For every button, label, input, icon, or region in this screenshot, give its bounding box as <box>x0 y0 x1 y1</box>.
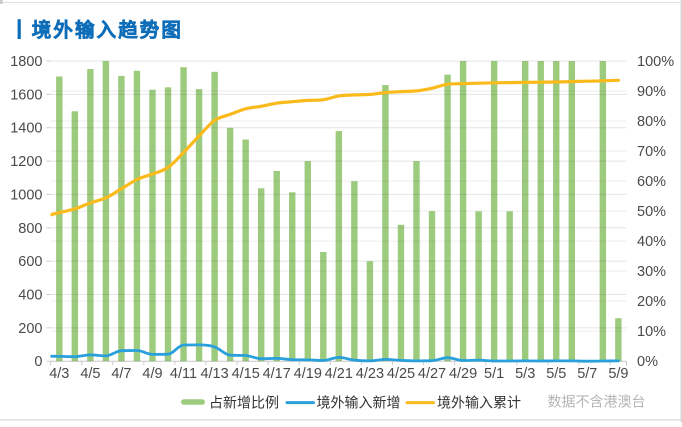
svg-text:4/5: 4/5 <box>80 366 100 382</box>
svg-text:占新增比例: 占新增比例 <box>209 395 279 411</box>
svg-text:0: 0 <box>34 354 42 370</box>
svg-text:100%: 100% <box>637 54 674 70</box>
svg-text:20%: 20% <box>637 294 666 310</box>
svg-text:5/1: 5/1 <box>484 366 504 382</box>
svg-text:4/29: 4/29 <box>449 366 477 382</box>
svg-text:4/13: 4/13 <box>200 366 228 382</box>
svg-text:境外输入新增: 境外输入新增 <box>317 395 401 411</box>
svg-text:1200: 1200 <box>10 154 42 170</box>
svg-text:5/3: 5/3 <box>515 366 535 382</box>
svg-text:境外输入趋势图: 境外输入趋势图 <box>32 19 183 42</box>
svg-text:10%: 10% <box>637 324 666 340</box>
svg-text:4/3: 4/3 <box>49 366 69 382</box>
svg-text:5/9: 5/9 <box>608 366 628 382</box>
svg-text:50%: 50% <box>637 204 666 220</box>
svg-text:4/27: 4/27 <box>418 366 446 382</box>
svg-text:4/9: 4/9 <box>142 366 162 382</box>
svg-text:600: 600 <box>18 254 42 270</box>
svg-text:4/23: 4/23 <box>356 366 384 382</box>
svg-text:4/25: 4/25 <box>387 366 415 382</box>
svg-text:200: 200 <box>18 321 42 337</box>
svg-text:800: 800 <box>18 221 42 237</box>
svg-text:4/19: 4/19 <box>294 366 322 382</box>
svg-text:90%: 90% <box>637 84 666 100</box>
svg-text:5/5: 5/5 <box>546 366 566 382</box>
svg-text:70%: 70% <box>637 144 666 160</box>
svg-text:数据不含港澳台: 数据不含港澳台 <box>548 394 646 410</box>
svg-text:1600: 1600 <box>10 87 42 103</box>
svg-text:60%: 60% <box>637 174 666 190</box>
svg-text:4/11: 4/11 <box>170 366 197 382</box>
svg-text:1400: 1400 <box>10 121 42 137</box>
svg-text:1800: 1800 <box>10 54 42 70</box>
svg-text:境外输入累计: 境外输入累计 <box>437 395 521 411</box>
svg-text:4/21: 4/21 <box>325 366 353 382</box>
svg-text:4/7: 4/7 <box>111 366 131 382</box>
svg-text:400: 400 <box>18 287 42 303</box>
svg-text:30%: 30% <box>637 264 666 280</box>
svg-text:1000: 1000 <box>10 187 42 203</box>
svg-text:5/7: 5/7 <box>577 366 597 382</box>
svg-text:4/15: 4/15 <box>232 366 260 382</box>
svg-text:40%: 40% <box>637 234 666 250</box>
svg-text:80%: 80% <box>637 114 666 130</box>
svg-text:4/17: 4/17 <box>263 366 291 382</box>
svg-text:0%: 0% <box>637 354 658 370</box>
